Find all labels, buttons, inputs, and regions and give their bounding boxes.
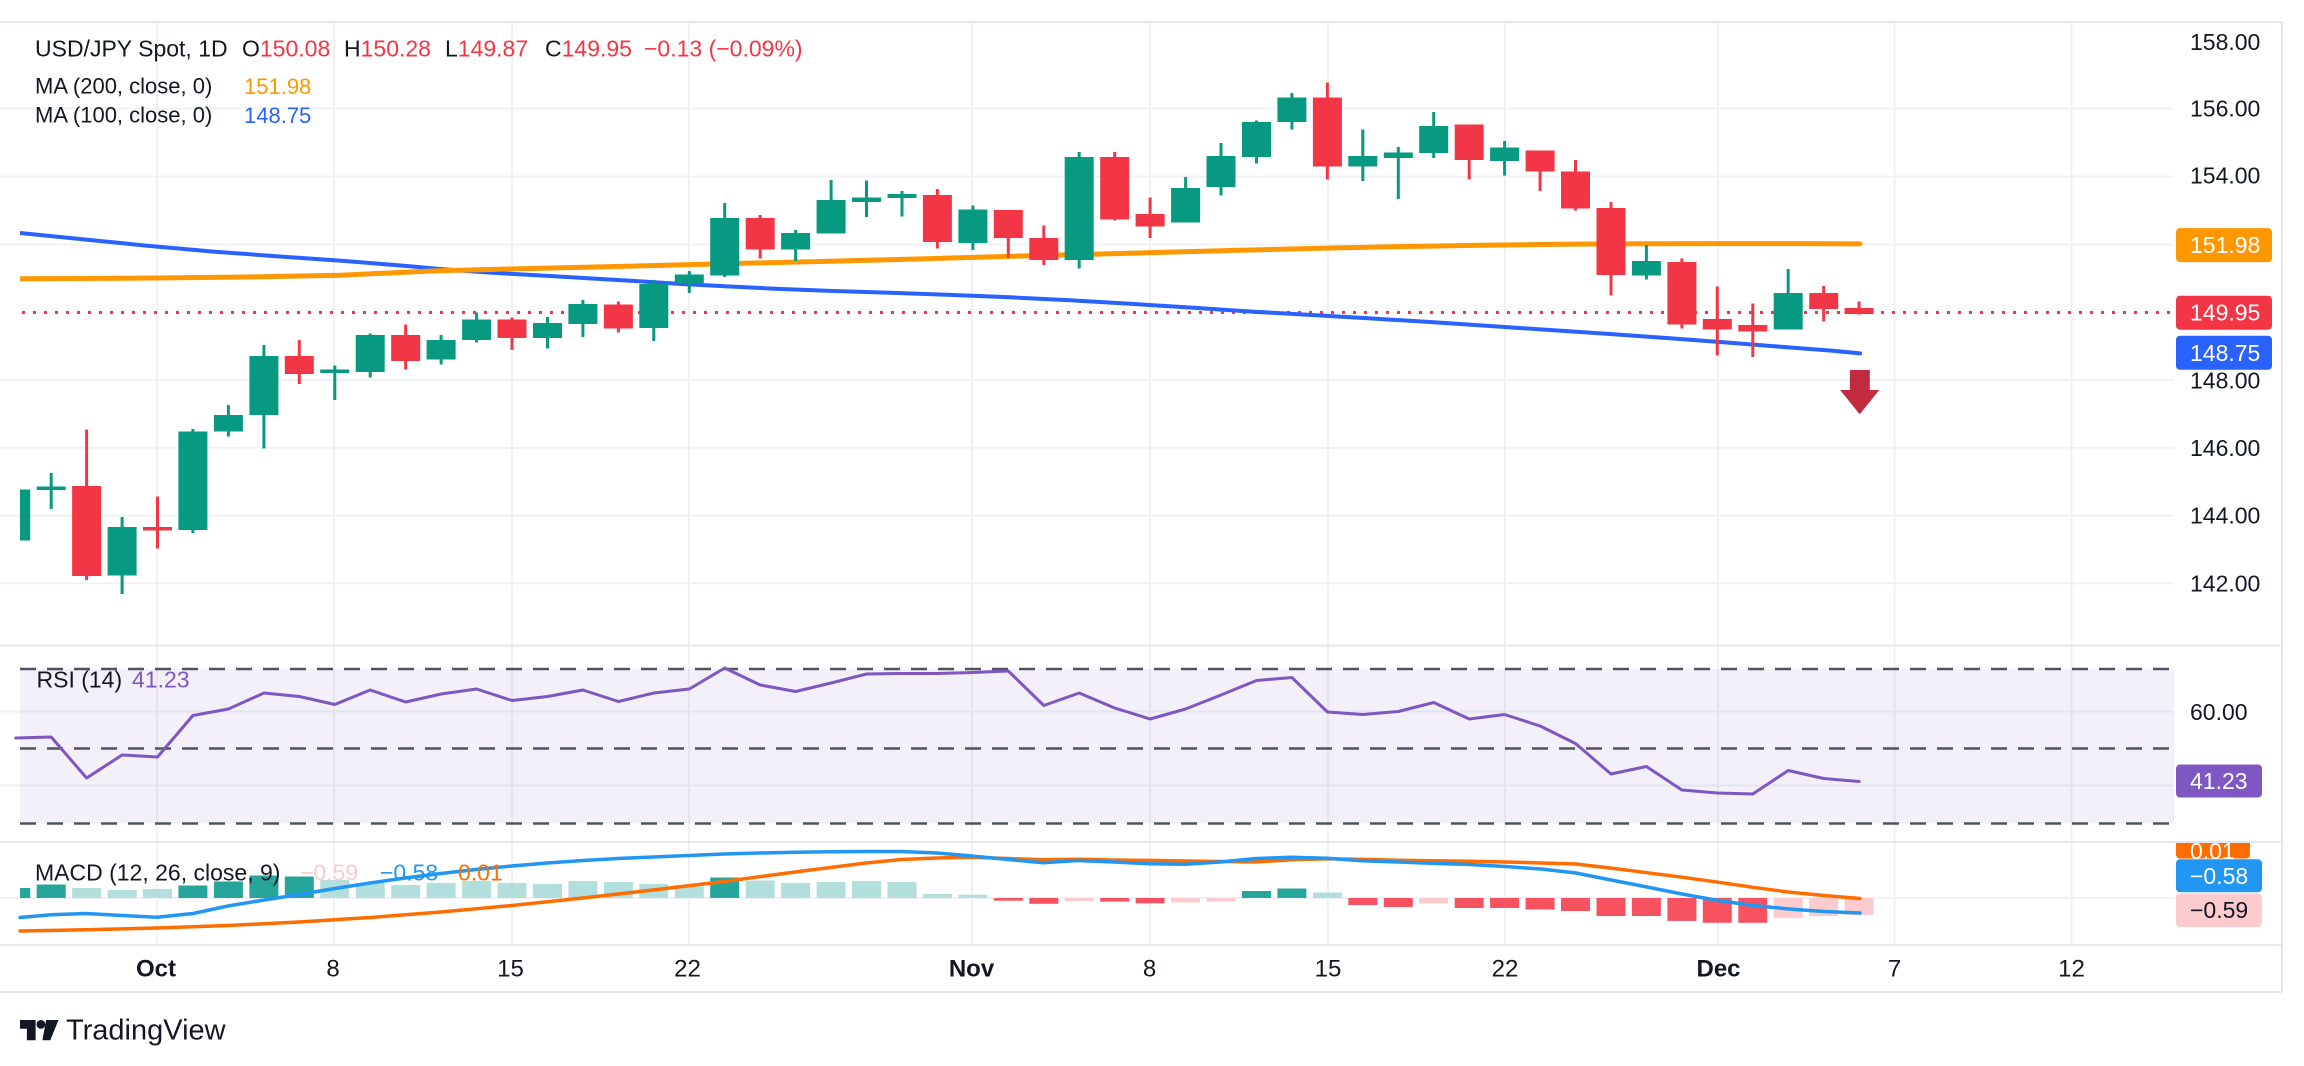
svg-text:142.00: 142.00 [2190, 570, 2260, 596]
svg-text:RSI (14) 41.23: RSI (14) 41.23 [37, 666, 190, 692]
svg-text:144.00: 144.00 [2190, 503, 2260, 529]
svg-text:8: 8 [1143, 956, 1156, 983]
svg-text:158.00: 158.00 [2190, 29, 2260, 55]
svg-text:146.00: 146.00 [2190, 435, 2260, 461]
svg-text:15: 15 [497, 956, 524, 983]
svg-text:12: 12 [2058, 956, 2085, 983]
svg-text:TradingView: TradingView [66, 1015, 227, 1047]
svg-text:22: 22 [674, 956, 701, 983]
svg-text:−0.58: −0.58 [2190, 863, 2248, 889]
svg-text:156.00: 156.00 [2190, 96, 2260, 122]
svg-text:Oct: Oct [136, 956, 176, 983]
svg-text:60.00: 60.00 [2190, 699, 2248, 725]
svg-text:MACD (12, 26, close, 9) −0.59: MACD (12, 26, close, 9) −0.59 −0.58 0.01 [35, 860, 503, 886]
svg-text:41.23: 41.23 [2190, 768, 2248, 794]
svg-text:22: 22 [1492, 956, 1519, 983]
svg-text:151.98: 151.98 [2190, 232, 2260, 258]
svg-text:0.01: 0.01 [2190, 838, 2235, 864]
svg-text:15: 15 [1315, 956, 1342, 983]
svg-text:USD/JPY Spot, 1D O150.08 H150.: USD/JPY Spot, 1D O150.08 H150.28 L149.87… [35, 36, 803, 62]
svg-text:148.75: 148.75 [2190, 340, 2260, 366]
svg-text:−0.59: −0.59 [2190, 897, 2248, 923]
svg-text:MA (200, close, 0) 151.98: MA (200, close, 0) 151.98 [35, 73, 311, 98]
svg-text:Dec: Dec [1696, 956, 1740, 983]
svg-text:149.95: 149.95 [2190, 300, 2260, 326]
svg-text:154.00: 154.00 [2190, 163, 2260, 189]
svg-text:Nov: Nov [949, 956, 995, 983]
svg-text:MA (100, close, 0) 148.75: MA (100, close, 0) 148.75 [35, 103, 311, 128]
svg-text:8: 8 [326, 956, 339, 983]
svg-text:148.00: 148.00 [2190, 368, 2260, 394]
svg-text:7: 7 [1888, 956, 1901, 983]
